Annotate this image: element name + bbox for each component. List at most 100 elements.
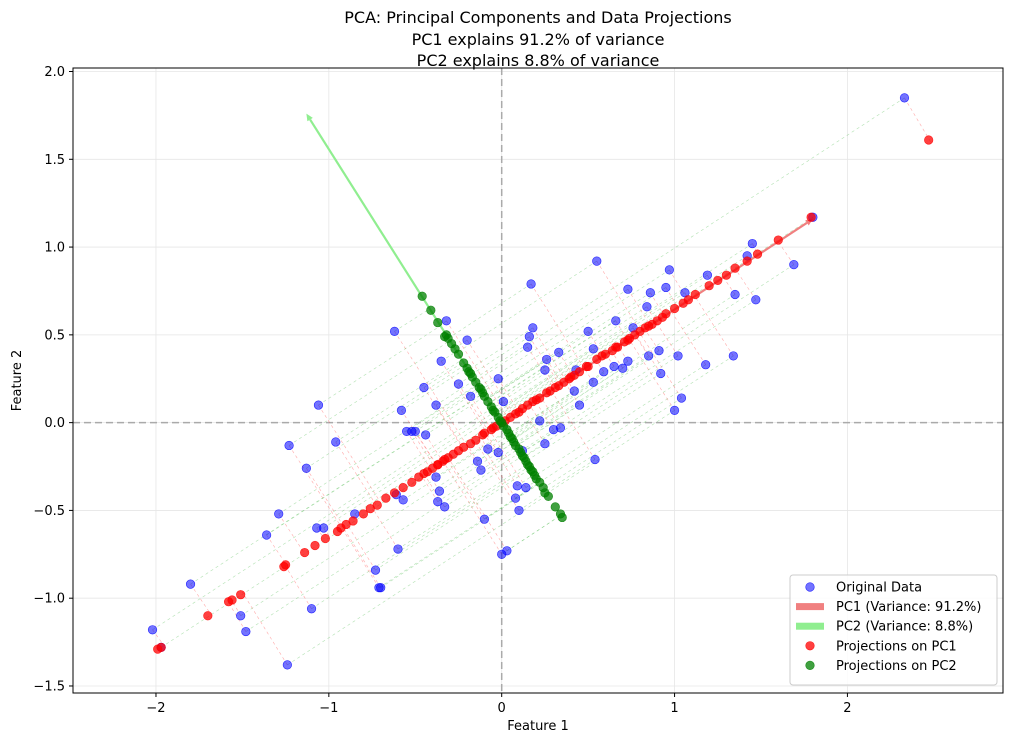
original-data-point (664, 265, 674, 275)
y-tick-label: 2.0 (44, 65, 65, 80)
pc2-projection-connector (437, 448, 519, 502)
original-data-point (747, 238, 757, 249)
pc2-projection-connector (394, 308, 430, 332)
pc2-projection-connector (515, 350, 660, 445)
pc1-projection-connector (318, 404, 381, 503)
original-data-point (676, 393, 687, 403)
legend-line-swatch (796, 622, 824, 630)
pc1-projection-point (407, 477, 417, 487)
pc2-projection-connector (245, 451, 521, 632)
pc1-projection-connector (288, 445, 342, 528)
pc1-projection-connector (639, 332, 682, 399)
pc1-projection-point (924, 135, 934, 145)
pc1-projection-connector (342, 526, 381, 588)
x-tick-label: 1 (670, 701, 678, 716)
pc2-projection-connector (475, 346, 528, 382)
original-data-point (789, 260, 799, 270)
original-data-point (569, 386, 579, 396)
pc1-projection-connector (421, 474, 438, 502)
original-data-point (599, 367, 609, 377)
pc2-projection-connector (378, 482, 540, 588)
pc1-projection-point (332, 526, 343, 537)
pc2-projection-point (453, 349, 464, 359)
pc1-projection-point (623, 335, 633, 345)
original-data-point (262, 530, 272, 540)
title-line-2: PC1 explains 91.2% of variance (412, 30, 665, 49)
pc1-projection-point (433, 460, 443, 470)
pc1-projection-connector (470, 396, 492, 430)
pc2-projection-connector (471, 336, 530, 375)
pc1-projection-connector (497, 378, 520, 412)
pc1-projection-connector (425, 434, 443, 462)
pc2-projection-connector (335, 359, 463, 443)
original-data-point (524, 332, 534, 342)
pc1-projection-connector (341, 527, 380, 588)
pc1-projection-connector (241, 591, 288, 666)
pc1-projection-point (683, 295, 693, 305)
legend-box (789, 574, 998, 686)
pc1-projection-point (279, 561, 289, 572)
original-data-point (431, 472, 441, 482)
pc2-projection-connector (354, 419, 500, 515)
pc2-projection-connector (495, 274, 708, 414)
pc2-arrow-head (306, 113, 313, 122)
y-tick-label: −0.5 (33, 504, 65, 519)
original-data-point (389, 326, 400, 336)
pc2-projection-connector (448, 283, 532, 339)
pc2-projection-connector (484, 482, 540, 520)
pc1-projection-connector (190, 583, 211, 614)
pc2-projection-connector (152, 407, 493, 631)
plot-frame (72, 67, 1004, 694)
pc1-projection-connector (671, 311, 706, 365)
pc1-projection-point (542, 388, 552, 398)
pc1-projection-point (713, 275, 723, 286)
pc1-projection-connector (550, 390, 596, 460)
pc1-projection-point (236, 590, 246, 600)
pc2-projection-point (528, 467, 538, 477)
pc1-projection-point (358, 509, 369, 519)
pc2-projection-connector (406, 384, 479, 432)
original-data-point (540, 365, 550, 375)
pc2-projection-connector (190, 393, 484, 585)
pc2-projection-point (550, 502, 560, 512)
pc1-projection-connector (558, 352, 574, 377)
original-data-point (623, 356, 633, 366)
pc2-projection-connector (403, 431, 508, 501)
original-data-point (306, 604, 317, 614)
original-data-point (510, 493, 521, 503)
x-tick-label: −2 (146, 701, 165, 716)
original-data-point (419, 382, 429, 393)
pc1-projection-connector (527, 346, 554, 389)
pc2-projection-connector (506, 515, 561, 552)
pc1-projection-point (488, 423, 498, 433)
original-data-point (645, 288, 655, 298)
original-data-point (313, 400, 324, 410)
pc2-projection-connector (496, 292, 686, 416)
pc2-projection-point (417, 291, 427, 301)
pc2-projection-connector (311, 466, 530, 609)
original-data-point (899, 93, 910, 103)
original-data-point (301, 463, 311, 473)
pc1-projection-connector (411, 431, 435, 467)
pc1-projection-connector (346, 523, 376, 571)
y-tick-label: −1.5 (33, 679, 65, 694)
original-data-point (611, 316, 621, 326)
pc2-projection-connector (512, 367, 623, 441)
original-data-point (185, 579, 196, 589)
pc1-projection-point (514, 407, 524, 417)
pc1-projection-point (389, 488, 400, 498)
original-data-point (374, 583, 384, 593)
original-data-point (498, 396, 509, 407)
pc1-projection-connector (540, 396, 561, 429)
original-data-point (542, 354, 552, 365)
pc1-projection-point (773, 235, 783, 245)
original-data-point (497, 549, 507, 559)
pc2-projection-connector (415, 388, 481, 432)
pc1-projection-connector (532, 327, 567, 381)
original-data-point (609, 361, 619, 372)
original-data-point (312, 523, 322, 533)
pc1-projection-connector (635, 334, 661, 374)
original-data-point (751, 295, 761, 305)
pc2-projection-connector (435, 379, 475, 406)
legend-label: PC2 (Variance: 8.8%) (836, 620, 973, 635)
